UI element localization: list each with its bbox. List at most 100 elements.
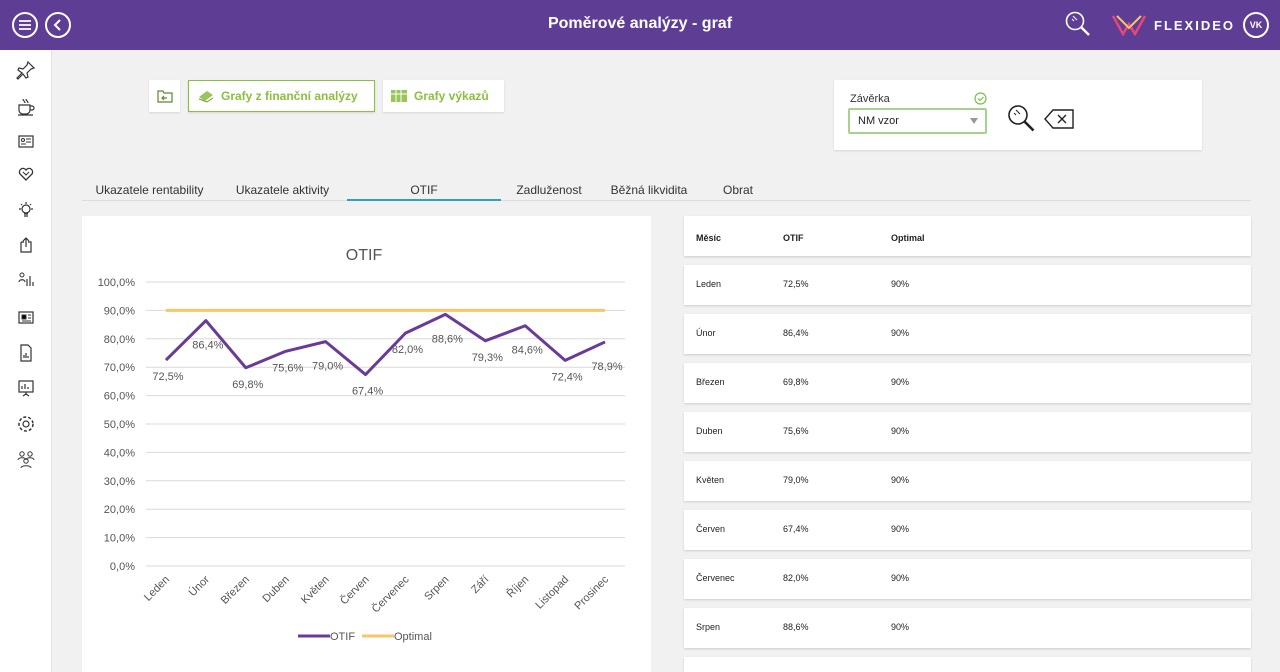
closing-select-value: NM vzor bbox=[858, 115, 899, 127]
cell-otif: 72,5% bbox=[783, 279, 809, 289]
report-charts-button[interactable]: Grafy výkazů bbox=[383, 80, 504, 112]
table-row bbox=[684, 657, 1251, 672]
table-row: Červen 67,4% 90% bbox=[684, 510, 1251, 550]
search-icon[interactable] bbox=[1064, 10, 1092, 38]
cell-month: Leden bbox=[696, 279, 722, 289]
y-tick-label: 20,0% bbox=[104, 504, 135, 516]
tab-current-liquidity[interactable]: Běžná likvidita bbox=[610, 183, 688, 197]
hamburger-icon bbox=[19, 20, 31, 30]
table-row: Červenec 82,0% 90% bbox=[684, 559, 1251, 599]
cell-otif: 69,8% bbox=[783, 377, 809, 387]
cell-optimal: 90% bbox=[891, 622, 910, 632]
back-button[interactable] bbox=[45, 12, 71, 38]
data-label: 79,3% bbox=[472, 352, 503, 364]
otif-line-chart: OTIF 100,0% 90,0% 80,0% 70,0% 60,0% 50,0% 40,0… bbox=[98, 247, 625, 643]
sidebar bbox=[0, 50, 52, 672]
y-tick-label: 30,0% bbox=[104, 476, 135, 488]
cell-optimal: 90% bbox=[891, 573, 910, 583]
table-row: Květen 79,0% 90% bbox=[684, 461, 1251, 501]
cell-month: Březen bbox=[696, 377, 725, 387]
x-tick-label: Leden bbox=[142, 574, 172, 604]
cell-otif: 88,6% bbox=[783, 622, 809, 632]
user-avatar[interactable]: VK bbox=[1243, 12, 1269, 38]
cell-otif: 67,4% bbox=[783, 524, 809, 534]
chevron-left-icon bbox=[53, 19, 61, 31]
data-label: 72,4% bbox=[552, 371, 583, 383]
cell-month: Duben bbox=[696, 426, 723, 436]
header-otif: OTIF bbox=[783, 233, 804, 243]
menu-button[interactable] bbox=[12, 12, 38, 38]
closing-select[interactable]: NM vzor bbox=[848, 108, 987, 134]
table-header: Měsíc OTIF Optimal bbox=[684, 216, 1251, 256]
data-label: 79,0% bbox=[312, 361, 343, 373]
flexideo-logo-icon bbox=[1112, 15, 1146, 36]
x-tick-label: Květen bbox=[299, 574, 332, 607]
brand-name: FLEXIDEO bbox=[1154, 17, 1236, 33]
y-tick-label: 0,0% bbox=[110, 561, 135, 573]
data-label: 78,9% bbox=[591, 361, 622, 373]
heart-hands-icon[interactable] bbox=[14, 162, 38, 186]
y-tick-label: 90,0% bbox=[104, 305, 135, 317]
cell-month: Červen bbox=[696, 524, 726, 534]
x-tick-label: Červen bbox=[337, 573, 371, 607]
data-label: 82,0% bbox=[392, 344, 423, 356]
table-row: Únor 86,4% 90% bbox=[684, 314, 1251, 354]
series-line-otif bbox=[164, 312, 606, 377]
cell-month: Srpen bbox=[696, 622, 721, 632]
header-month: Měsíc bbox=[696, 233, 722, 243]
y-tick-label: 10,0% bbox=[104, 533, 135, 545]
id-card-icon[interactable] bbox=[14, 129, 38, 153]
pin-icon[interactable] bbox=[14, 58, 38, 82]
search-filter-icon[interactable] bbox=[1006, 103, 1036, 133]
x-tick-label: Listopad bbox=[533, 574, 571, 612]
lightbulb-icon[interactable] bbox=[14, 198, 38, 222]
y-tick-label: 40,0% bbox=[104, 447, 135, 459]
report-table-icon bbox=[391, 90, 407, 102]
y-tick-label: 60,0% bbox=[104, 391, 135, 403]
people-chart-icon[interactable] bbox=[14, 268, 38, 292]
x-tick-label: Únor bbox=[186, 573, 212, 599]
export-icon[interactable] bbox=[14, 233, 38, 257]
back-folder-button[interactable] bbox=[149, 80, 180, 112]
fin-analysis-charts-button[interactable]: Grafy z finanční analýzy bbox=[188, 80, 375, 112]
chevron-down-icon bbox=[970, 118, 978, 124]
filter-panel: Závěrka NM vzor bbox=[834, 80, 1202, 150]
x-tick-label: Září bbox=[469, 574, 491, 596]
x-tick-label: Prosinec bbox=[572, 573, 611, 612]
gear-icon[interactable] bbox=[14, 412, 38, 436]
tab-debt[interactable]: Zadluženost bbox=[516, 183, 582, 197]
data-label: 84,6% bbox=[512, 345, 543, 357]
x-tick-label: Březen bbox=[219, 574, 252, 607]
presentation-icon[interactable] bbox=[14, 376, 38, 400]
y-tick-label: 100,0% bbox=[98, 277, 136, 289]
cell-otif: 79,0% bbox=[783, 475, 809, 485]
tab-activity[interactable]: Ukazatele aktivity bbox=[235, 183, 330, 197]
cell-month: Únor bbox=[696, 328, 716, 338]
cell-optimal: 90% bbox=[891, 279, 910, 289]
chart-panel: OTIF 100,0% 90,0% 80,0% 70,0% 60,0% 50,0% 40,0… bbox=[82, 216, 651, 672]
tab-rentability[interactable]: Ukazatele rentability bbox=[95, 183, 204, 197]
document-chart-icon[interactable] bbox=[14, 341, 38, 365]
users-group-icon[interactable] bbox=[14, 447, 38, 471]
tab-otif[interactable]: OTIF bbox=[347, 183, 501, 201]
header-optimal: Optimal bbox=[891, 233, 925, 243]
cell-otif: 86,4% bbox=[783, 328, 809, 338]
data-label: 67,4% bbox=[352, 386, 383, 398]
page-title: Poměrové analýzy - graf bbox=[547, 15, 733, 32]
analysis-tabs: Ukazatele rentability Ukazatele aktivity… bbox=[82, 183, 1251, 201]
table-row: Srpen 88,6% 90% bbox=[684, 608, 1251, 648]
coffee-icon[interactable] bbox=[14, 94, 38, 118]
data-label: 72,5% bbox=[152, 371, 183, 383]
y-tick-label: 70,0% bbox=[104, 362, 135, 374]
y-tick-label: 80,0% bbox=[104, 334, 135, 346]
clear-filter-icon[interactable] bbox=[1044, 109, 1074, 129]
cell-optimal: 90% bbox=[891, 328, 910, 338]
legend-label: OTIF bbox=[330, 631, 355, 643]
tab-turnover[interactable]: Obrat bbox=[722, 183, 753, 197]
top-bar: Poměrové analýzy - graf FLEXIDEO VK bbox=[0, 0, 1280, 50]
data-label: 88,6% bbox=[432, 333, 463, 345]
news-icon[interactable] bbox=[14, 305, 38, 329]
data-label: 75,6% bbox=[272, 362, 303, 374]
money-icon bbox=[198, 91, 214, 103]
cell-optimal: 90% bbox=[891, 524, 910, 534]
